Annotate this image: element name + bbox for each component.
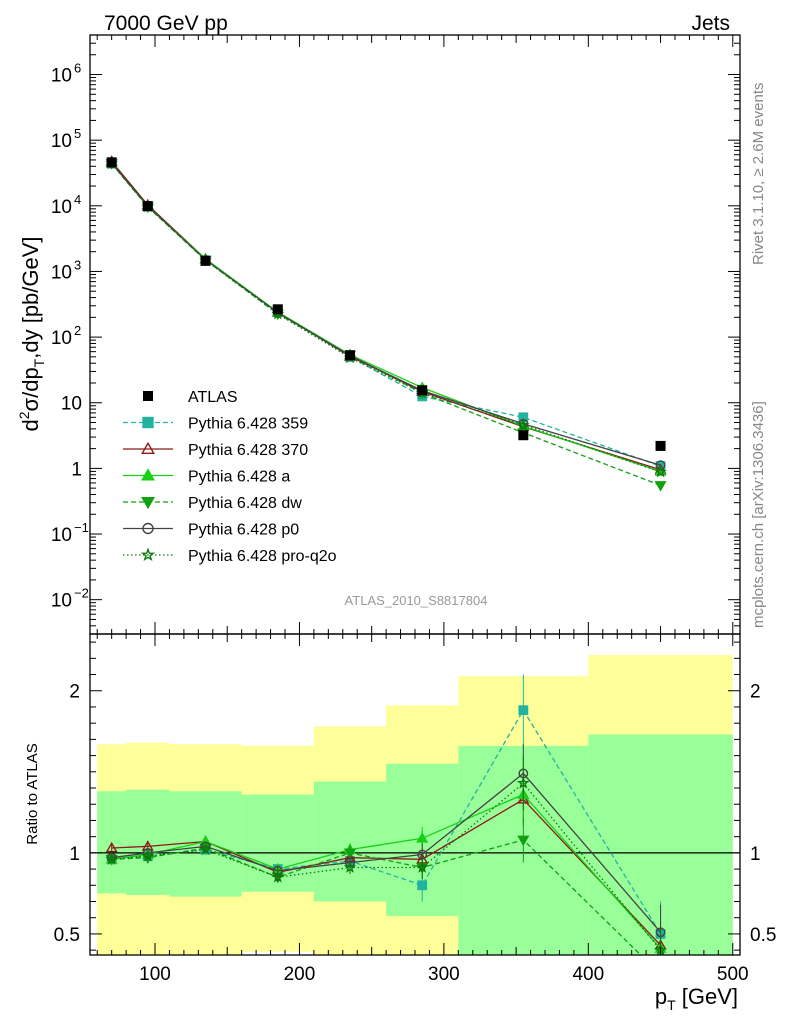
- main-y-axis-label: d2σ/dpT,dy [pb/GeV]: [16, 236, 47, 431]
- y-tick-label: 10: [51, 197, 72, 218]
- ratio-x-tick-label: 300: [428, 964, 460, 985]
- y-tick-label: 10: [61, 394, 82, 415]
- legend: ATLAS Pythia 6.428 359 Pythia 6.428 370 Pyt…: [123, 389, 337, 565]
- legend-label: Pythia 6.428 p0: [188, 522, 299, 539]
- ratio-y-tick-label: 0.5: [750, 925, 776, 946]
- ratio-x-tick-label: 100: [139, 964, 171, 985]
- ratio-y-tick-label: 2: [69, 682, 80, 703]
- ratio-point: [516, 776, 530, 789]
- legend-marker: [142, 416, 154, 429]
- legend-entry-atlas: ATLAS: [143, 389, 238, 406]
- y-tick-label: 10: [51, 66, 72, 87]
- ratio-y-tick-label: 1: [69, 844, 80, 865]
- uncertainty-bands: [97, 655, 733, 955]
- mc-point: [654, 481, 667, 492]
- atlas-data-point: [655, 440, 666, 451]
- legend-marker: [141, 441, 155, 455]
- atlas-data-point: [272, 304, 283, 315]
- legend-label: Pythia 6.428 dw: [188, 495, 302, 512]
- atlas-data-point: [142, 201, 153, 212]
- ratio-point: [517, 835, 530, 847]
- rivet-label: Rivet 3.1.10, ≥ 2.6M events: [750, 83, 767, 266]
- legend-entry-1: Pythia 6.428 370: [123, 441, 308, 459]
- legend-label: Pythia 6.428 pro-q2o: [188, 548, 337, 565]
- ratio-x-tick-label: 500: [717, 964, 749, 985]
- y-tick-label: 10: [51, 525, 72, 546]
- main-series: [105, 155, 667, 492]
- atlas-data: [106, 157, 666, 451]
- ratio-point: [141, 849, 155, 862]
- ratio-line: [111, 782, 662, 951]
- legend-marker: [143, 391, 153, 401]
- mc-line: [111, 163, 661, 473]
- ratio-x-tick-label: 200: [284, 964, 316, 985]
- legend-marker: [141, 496, 155, 510]
- y-tick-label-exponent: 6: [74, 61, 81, 76]
- y-tick-label-exponent: 3: [74, 257, 81, 272]
- ratio-point: [416, 832, 429, 843]
- y-tick-label-exponent: 2: [74, 323, 81, 338]
- y-tick-label-exponent: 5: [74, 126, 81, 141]
- ratio-point: [343, 860, 357, 873]
- y-tick-label-exponent: −2: [74, 586, 89, 601]
- atlas-data-point: [106, 157, 117, 168]
- mc-point: [516, 418, 530, 431]
- ratio-point: [271, 870, 285, 883]
- analysis-label: ATLAS_2010_S8817804: [345, 593, 488, 608]
- legend-label: Pythia 6.428 359: [188, 416, 308, 433]
- legend-marker: [141, 468, 155, 481]
- atlas-data-point: [345, 350, 355, 361]
- ratio-point: [415, 860, 429, 873]
- legend-marker: [142, 522, 154, 535]
- legend-entry-4: Pythia 6.428 p0: [123, 522, 299, 539]
- legend-marker: [140, 547, 156, 562]
- green-band: [313, 781, 387, 902]
- ratio-y-tick-label: 1: [750, 844, 761, 865]
- ratio-y-tick-label: 2: [750, 682, 761, 703]
- legend-label: Pythia 6.428 a: [188, 469, 290, 486]
- legend-entry-3: Pythia 6.428 dw: [123, 495, 302, 512]
- ratio-point: [417, 880, 428, 891]
- legend-entry-5: Pythia 6.428 pro-q2o: [123, 547, 337, 565]
- legend-entry-2: Pythia 6.428 a: [123, 468, 290, 486]
- y-tick-label: 10: [51, 131, 72, 152]
- ratio-y-tick-label: 0.5: [54, 925, 80, 946]
- y-tick-label-exponent: 4: [74, 192, 81, 207]
- ratio-point: [518, 705, 529, 716]
- x-axis-label: pT [GeV]: [655, 984, 738, 1013]
- legend-label: Pythia 6.428 370: [188, 442, 308, 459]
- header-observable-label: Jets: [691, 12, 730, 35]
- y-tick-label: 10: [51, 328, 72, 349]
- ratio-point: [105, 841, 118, 853]
- header-process-label: 7000 GeV pp: [104, 12, 228, 35]
- legend-entry-0: Pythia 6.428 359: [123, 416, 308, 433]
- ratio-line: [111, 839, 642, 955]
- main-frame: [89, 34, 741, 635]
- ratio-x-tick-label: 400: [572, 964, 604, 985]
- ratio-point: [343, 848, 357, 860]
- ratio-panel: 0.5 0.5 1 1 2 2 100 200 300 400 500 Ratio to ATLAS p…: [24, 633, 776, 1013]
- atlas-data-point: [518, 430, 529, 441]
- ratio-point: [656, 971, 666, 979]
- mc-point: [654, 465, 667, 478]
- ratio-axes: 0.5 0.5 1 1 2 2 100 200 300 400 500 Ratio to ATLAS p…: [24, 634, 776, 1013]
- ratio-series: [105, 674, 667, 979]
- ratio-line: [111, 772, 662, 933]
- atlas-data-point: [200, 255, 211, 266]
- legend-label: ATLAS: [188, 389, 238, 406]
- mcplots-label: mcplots.cern.ch [arXiv:1306.3436]: [750, 401, 767, 628]
- y-tick-label: 1: [71, 459, 82, 480]
- atlas-data-point: [417, 385, 428, 396]
- ratio-point: [105, 852, 119, 865]
- ratio-y-axis-label: Ratio to ATLAS: [24, 743, 41, 844]
- main-x-ticks: [96, 35, 734, 634]
- y-tick-label: 10: [51, 262, 72, 283]
- y-tick-label: 10: [51, 591, 72, 612]
- ratio-point: [199, 842, 212, 856]
- y-tick-label-exponent: −1: [74, 520, 89, 535]
